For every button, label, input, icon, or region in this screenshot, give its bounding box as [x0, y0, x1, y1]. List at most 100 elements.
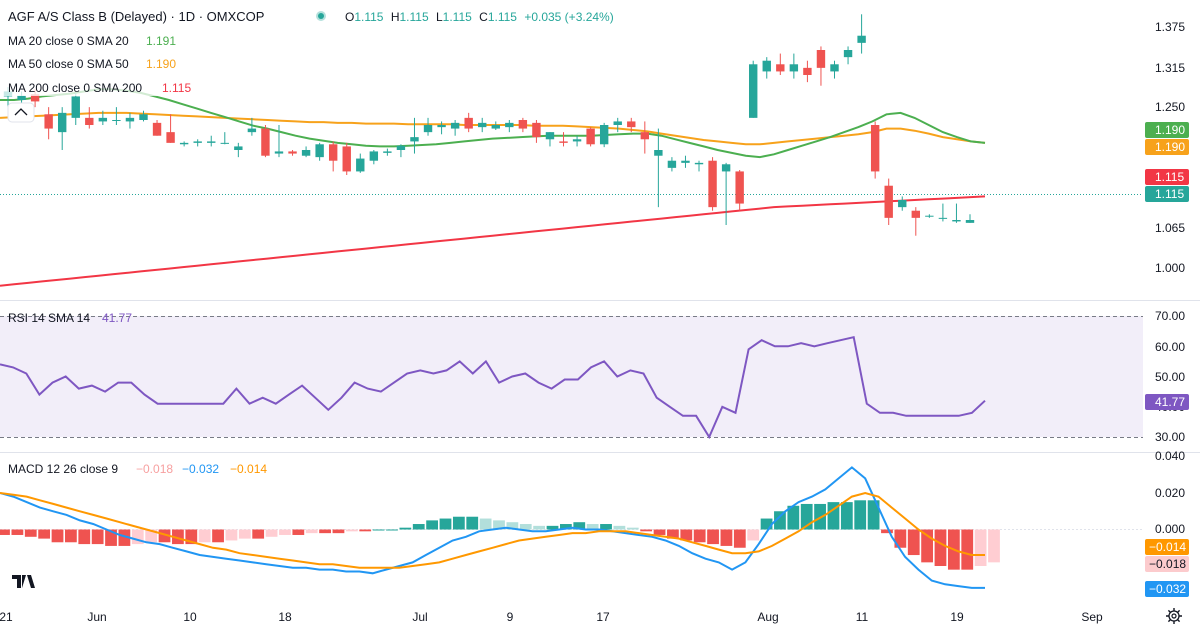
ma50-legend-label[interactable]: MA 50 close 0 SMA 50 [8, 57, 129, 71]
price-tag[interactable] [1145, 169, 1189, 185]
macd-histogram-bar[interactable] [533, 525, 546, 530]
collapse-legend-button[interactable] [7, 102, 35, 123]
macd-histogram-bar[interactable] [626, 527, 639, 530]
price-tag[interactable] [1145, 139, 1189, 155]
macd-histogram-bar[interactable] [172, 529, 184, 545]
macd-histogram-bar[interactable] [51, 529, 64, 543]
macd-histogram-bar[interactable] [586, 524, 599, 530]
candle-body[interactable] [17, 95, 26, 100]
candle-body[interactable] [586, 128, 595, 145]
macd-histogram-bar[interactable] [412, 524, 425, 530]
macd-histogram-bar[interactable] [733, 529, 746, 548]
rsi-legend-label[interactable]: RSI 14 SMA 14 [8, 311, 90, 325]
candle-body[interactable] [721, 164, 731, 172]
macd-histogram-bar[interactable] [238, 529, 251, 539]
candle-body[interactable] [667, 160, 677, 168]
macd-histogram-bar[interactable] [212, 529, 224, 543]
candle-body[interactable] [44, 114, 53, 129]
macd-histogram-bar[interactable] [479, 518, 492, 530]
macd-histogram-bar[interactable] [800, 503, 813, 530]
symbol-title[interactable]: AGF A/S Class B (Delayed) · 1D · OMXCOP [8, 9, 264, 24]
macd-histogram-bar[interactable] [91, 529, 104, 545]
macd-histogram-bar[interactable] [292, 529, 305, 535]
price-pane[interactable] [0, 14, 986, 287]
macd-histogram-bar[interactable] [560, 524, 572, 530]
macd-histogram-bar[interactable] [158, 529, 171, 543]
macd-value-tag[interactable] [1145, 539, 1189, 555]
macd-histogram-bar[interactable] [667, 529, 679, 539]
candle-body[interactable] [694, 162, 704, 165]
candle-body[interactable] [830, 64, 839, 72]
candle-body[interactable] [532, 122, 541, 138]
candle-body[interactable] [274, 151, 284, 154]
macd-histogram-bar[interactable] [921, 529, 933, 563]
candle-body[interactable] [870, 125, 880, 172]
candle-body[interactable] [952, 220, 961, 222]
price-tag[interactable] [1145, 122, 1189, 138]
candle-body[interactable] [301, 150, 311, 156]
candle-body[interactable] [71, 96, 80, 118]
macd-histogram-bar[interactable] [934, 529, 947, 567]
candle-body[interactable] [654, 150, 663, 156]
candle-body[interactable] [681, 160, 690, 163]
macd-histogram-bar[interactable] [439, 518, 452, 530]
candle-body[interactable] [613, 121, 622, 125]
macd-histogram-bar[interactable] [372, 529, 385, 531]
macd-histogram-bar[interactable] [747, 529, 760, 541]
macd-histogram-bar[interactable] [760, 518, 773, 530]
macd-histogram-bar[interactable] [974, 529, 987, 567]
candle-body[interactable] [152, 122, 162, 136]
macd-histogram-bar[interactable] [426, 520, 438, 530]
macd-histogram-bar[interactable] [600, 524, 612, 530]
macd-histogram-bar[interactable] [907, 529, 920, 556]
candle-body[interactable] [179, 142, 189, 145]
candle-body[interactable] [816, 50, 826, 68]
macd-legend-label[interactable]: MACD 12 26 close 9 [8, 462, 118, 476]
macd-histogram-bar[interactable] [0, 529, 10, 535]
macd-histogram-bar[interactable] [827, 502, 840, 530]
candle-body[interactable] [478, 122, 487, 128]
ma200-legend-label[interactable]: MA 200 close 0 SMA 200 [8, 81, 142, 95]
candle-body[interactable] [965, 220, 975, 223]
candle-body[interactable] [884, 185, 893, 218]
candle-body[interactable] [925, 215, 934, 217]
macd-histogram-bar[interactable] [105, 529, 117, 546]
macd-histogram-bar[interactable] [359, 529, 372, 532]
ma20-legend-label[interactable]: MA 20 close 0 SMA 20 [8, 34, 129, 48]
candle-body[interactable] [843, 50, 853, 58]
candle-body[interactable] [57, 112, 67, 133]
candle-body[interactable] [505, 122, 514, 128]
macd-histogram-bar[interactable] [854, 500, 867, 530]
macd-pane[interactable] [0, 466, 1000, 589]
candle-body[interactable] [491, 125, 500, 129]
candle-body[interactable] [708, 160, 717, 208]
macd-histogram-bar[interactable] [466, 516, 479, 530]
candle-body[interactable] [383, 151, 392, 153]
macd-histogram-bar[interactable] [493, 520, 505, 530]
candle-body[interactable] [410, 137, 419, 142]
candle-body[interactable] [898, 200, 907, 208]
candle-body[interactable] [315, 144, 324, 158]
candle-body[interactable] [396, 145, 406, 150]
candle-body[interactable] [911, 210, 921, 218]
macd-histogram-bar[interactable] [961, 529, 974, 570]
macd-value-tag[interactable] [1145, 581, 1189, 597]
candle-body[interactable] [627, 121, 636, 128]
candle-body[interactable] [193, 141, 202, 143]
rsi-value-tag[interactable] [1145, 394, 1189, 410]
candle-body[interactable] [938, 217, 948, 219]
candle-body[interactable] [207, 141, 216, 143]
candle-body[interactable] [369, 151, 379, 161]
macd-histogram-bar[interactable] [613, 525, 626, 530]
candle-body[interactable] [166, 132, 175, 143]
candle-body[interactable] [288, 151, 297, 154]
candle-body[interactable] [30, 94, 40, 102]
candle-body[interactable] [423, 125, 433, 133]
candle-body[interactable] [776, 64, 785, 72]
macd-histogram-bar[interactable] [867, 500, 880, 530]
candle-body[interactable] [112, 120, 121, 121]
macd-histogram-bar[interactable] [252, 529, 265, 539]
macd-histogram-bar[interactable] [693, 529, 706, 543]
candle-body[interactable] [356, 158, 365, 172]
